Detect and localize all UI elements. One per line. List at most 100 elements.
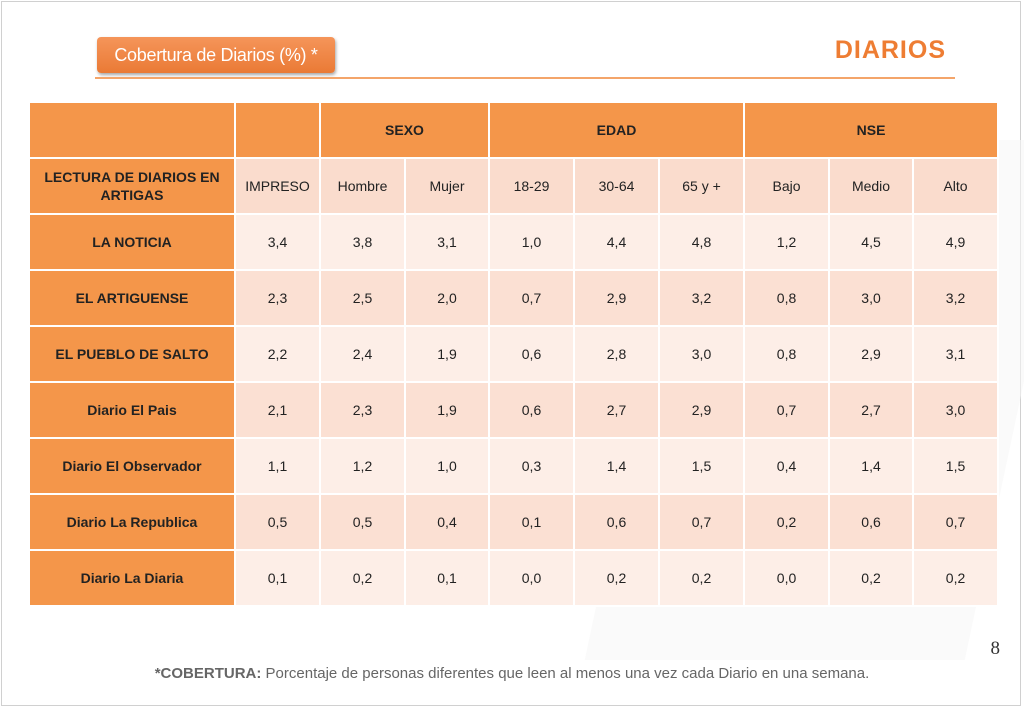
page-title: DIARIOS bbox=[834, 36, 946, 64]
table-cell: 0,8 bbox=[743, 269, 831, 327]
table-cell: 0,5 bbox=[319, 493, 406, 551]
table-cell: 2,2 bbox=[234, 325, 321, 383]
footnote-term: *COBERTURA: bbox=[154, 665, 262, 682]
table-cell: 0,2 bbox=[573, 549, 660, 607]
column-header: 65 y + bbox=[657, 157, 746, 215]
coverage-table: SEXO EDAD NSE LECTURA DE DIARIOS EN ARTI… bbox=[28, 101, 1000, 607]
table-cell: 2,3 bbox=[234, 269, 321, 327]
table-cell: 1,4 bbox=[828, 437, 915, 495]
table-cell: 2,3 bbox=[319, 381, 406, 439]
row-header-label: LECTURA DE DIARIOS EN ARTIGAS bbox=[28, 157, 236, 215]
corner-cell bbox=[28, 101, 236, 159]
table-row: Diario El Observador 1,1 1,2 1,0 0,3 1,4 1,5 0,… bbox=[28, 437, 1000, 495]
table-cell: 0,6 bbox=[828, 493, 915, 551]
row-label: Diario El Pais bbox=[28, 381, 236, 439]
header-divider bbox=[95, 77, 955, 79]
row-label: Diario La Republica bbox=[28, 493, 236, 551]
table-cell: 0,1 bbox=[234, 549, 321, 607]
footnote-text: Porcentaje de personas diferentes que le… bbox=[265, 665, 870, 682]
table-cell: 2,0 bbox=[404, 269, 490, 327]
table-cell: 0,4 bbox=[743, 437, 831, 495]
subheader-row: LECTURA DE DIARIOS EN ARTIGAS IMPRESO Ho… bbox=[28, 157, 1000, 215]
column-header: 18-29 bbox=[488, 157, 575, 215]
table-cell: 0,8 bbox=[743, 325, 831, 383]
table-cell: 2,7 bbox=[573, 381, 660, 439]
table-cell: 3,0 bbox=[828, 269, 915, 327]
table-cell: 0,2 bbox=[319, 549, 406, 607]
group-header-edad: EDAD bbox=[487, 101, 746, 159]
column-header: Alto bbox=[912, 157, 1000, 215]
table-cell: 2,7 bbox=[828, 381, 915, 439]
table-cell: 2,5 bbox=[319, 269, 406, 327]
table-cell: 2,9 bbox=[573, 269, 660, 327]
row-label: LA NOTICIA bbox=[28, 213, 236, 271]
column-header: Bajo bbox=[743, 157, 831, 215]
table-body: LA NOTICIA 3,4 3,8 3,1 1,0 4,4 4,8 1,2 4,5 4,9 EL … bbox=[28, 213, 1000, 607]
column-header: Mujer bbox=[404, 157, 490, 215]
table-cell: 2,8 bbox=[573, 325, 660, 383]
table-cell: 1,1 bbox=[234, 437, 321, 495]
table-cell: 0,6 bbox=[488, 381, 575, 439]
page-number: 8 bbox=[990, 638, 1001, 659]
row-label: Diario El Observador bbox=[28, 437, 236, 495]
table-cell: 0,3 bbox=[488, 437, 575, 495]
table-cell: 2,9 bbox=[657, 381, 746, 439]
table-cell: 3,0 bbox=[657, 325, 746, 383]
table-cell: 0,1 bbox=[488, 493, 575, 551]
table-cell: 0,5 bbox=[234, 493, 321, 551]
table-cell: 4,4 bbox=[573, 213, 660, 271]
table-cell: 0,2 bbox=[828, 549, 915, 607]
table-cell: 3,1 bbox=[404, 213, 490, 271]
column-header: Hombre bbox=[319, 157, 406, 215]
table-cell: 0,1 bbox=[404, 549, 490, 607]
table-cell: 0,7 bbox=[743, 381, 831, 439]
column-header: Medio bbox=[828, 157, 915, 215]
table-cell: 3,2 bbox=[912, 269, 1000, 327]
table-cell: 1,0 bbox=[404, 437, 490, 495]
table-cell: 1,4 bbox=[573, 437, 660, 495]
table-cell: 4,5 bbox=[828, 213, 915, 271]
table-cell: 0,2 bbox=[657, 549, 746, 607]
column-header: 30-64 bbox=[573, 157, 660, 215]
table-cell: 0,7 bbox=[657, 493, 746, 551]
impreso-group-cell bbox=[234, 101, 321, 159]
table-cell: 3,0 bbox=[912, 381, 1000, 439]
group-header-sexo: SEXO bbox=[319, 101, 490, 159]
table-cell: 4,8 bbox=[657, 213, 746, 271]
column-header: IMPRESO bbox=[234, 157, 321, 215]
table-cell: 4,9 bbox=[912, 213, 1000, 271]
row-label: EL ARTIGUENSE bbox=[28, 269, 236, 327]
row-label: EL PUEBLO DE SALTO bbox=[28, 325, 236, 383]
table-cell: 3,4 bbox=[234, 213, 321, 271]
table-cell: 0,6 bbox=[573, 493, 660, 551]
table-cell: 3,2 bbox=[657, 269, 746, 327]
table-cell: 3,1 bbox=[912, 325, 1000, 383]
table-cell: 0,6 bbox=[488, 325, 575, 383]
table-cell: 3,8 bbox=[319, 213, 406, 271]
section-label: Cobertura de Diarios (%) * bbox=[97, 37, 335, 73]
table-cell: 1,5 bbox=[912, 437, 1000, 495]
group-header-nse: NSE bbox=[743, 101, 1000, 159]
table-row: Diario La Diaria 0,1 0,2 0,1 0,0 0,2 0,2 0,0 0,2… bbox=[28, 549, 1000, 607]
row-label: Diario La Diaria bbox=[28, 549, 236, 607]
table-cell: 2,1 bbox=[234, 381, 321, 439]
footnote: *COBERTURA: Porcentaje de personas difer… bbox=[0, 665, 1024, 682]
table-cell: 0,4 bbox=[404, 493, 490, 551]
table-row: Diario La Republica 0,5 0,5 0,4 0,1 0,6 0,7 0,2… bbox=[28, 493, 1000, 551]
table-cell: 0,7 bbox=[488, 269, 575, 327]
table-cell: 2,9 bbox=[828, 325, 915, 383]
table-cell: 2,4 bbox=[319, 325, 406, 383]
table-cell: 1,5 bbox=[657, 437, 746, 495]
table-cell: 1,2 bbox=[743, 213, 831, 271]
group-header-row: SEXO EDAD NSE bbox=[28, 101, 1000, 159]
table-cell: 0,0 bbox=[743, 549, 831, 607]
table-cell: 1,0 bbox=[488, 213, 575, 271]
table-row: EL ARTIGUENSE 2,3 2,5 2,0 0,7 2,9 3,2 0,8 3,0 3,2 bbox=[28, 269, 1000, 327]
table-cell: 1,9 bbox=[404, 325, 490, 383]
table-cell: 1,2 bbox=[319, 437, 406, 495]
table-cell: 0,0 bbox=[488, 549, 575, 607]
table-cell: 0,7 bbox=[912, 493, 1000, 551]
table-cell: 0,2 bbox=[743, 493, 831, 551]
table-row: EL PUEBLO DE SALTO 2,2 2,4 1,9 0,6 2,8 3,0 0,8 2… bbox=[28, 325, 1000, 383]
table-row: Diario El Pais 2,1 2,3 1,9 0,6 2,7 2,9 0,7 2,7 3,… bbox=[28, 381, 1000, 439]
